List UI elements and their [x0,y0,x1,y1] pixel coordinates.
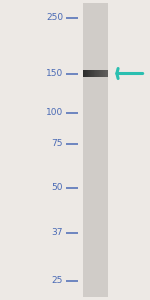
Bar [82,3,108,297]
Text: 100: 100 [46,108,63,117]
Text: 25: 25 [52,276,63,285]
Text: 250: 250 [46,14,63,22]
Text: 75: 75 [51,140,63,148]
Text: 150: 150 [46,69,63,78]
Text: 37: 37 [51,228,63,237]
Text: 50: 50 [51,183,63,192]
